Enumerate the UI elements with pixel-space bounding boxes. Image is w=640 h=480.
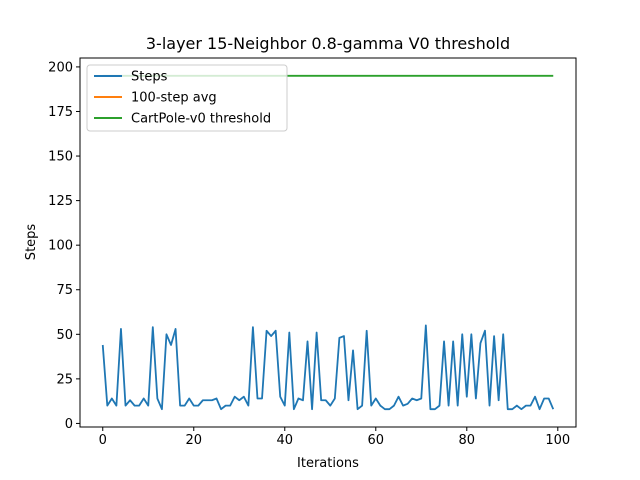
y-tick-label: 175	[48, 105, 73, 120]
y-tick-label: 50	[56, 328, 73, 343]
legend-label-0: Steps	[131, 70, 168, 85]
series-line-0	[101, 324, 555, 411]
x-tick-label: 80	[459, 433, 476, 448]
y-tick-label: 125	[48, 194, 73, 209]
legend: Steps 100-step avg CartPole-v0 threshold	[86, 64, 288, 132]
y-tick-label: 200	[48, 60, 73, 75]
y-axis: 0 25 50 75 100 125 150 175 200	[48, 60, 80, 432]
x-axis-label: Iterations	[297, 456, 359, 471]
y-tick-label: 100	[48, 239, 73, 254]
y-tick-label: 25	[56, 372, 73, 387]
x-tick-label: 0	[99, 433, 107, 448]
x-tick-label: 60	[368, 433, 385, 448]
x-tick-label: 20	[185, 433, 202, 448]
x-axis: 0 20 40 60 80 100	[99, 427, 570, 448]
y-tick-label: 0	[65, 417, 73, 432]
y-axis-label: Steps	[24, 224, 39, 261]
legend-label-2: CartPole-v0 threshold	[131, 112, 271, 127]
y-tick-label: 75	[56, 283, 73, 298]
y-tick-label: 150	[48, 150, 73, 165]
legend-box	[86, 64, 288, 132]
x-tick-label: 40	[276, 433, 293, 448]
plot-frame	[79, 57, 577, 428]
x-tick-label: 100	[545, 433, 570, 448]
legend-label-1: 100-step avg	[131, 91, 217, 106]
chart-title: 3-layer 15-Neighbor 0.8-gamma V0 thresho…	[146, 34, 510, 53]
